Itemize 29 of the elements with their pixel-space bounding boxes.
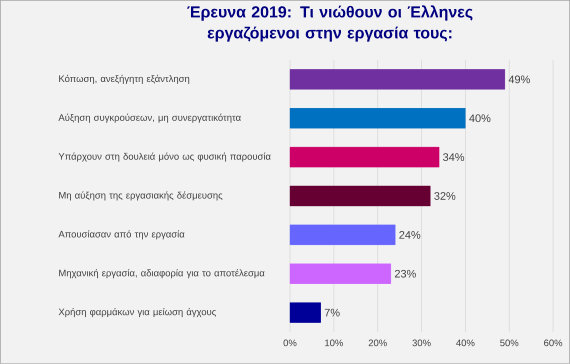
bar xyxy=(290,108,466,128)
data-label: 49% xyxy=(508,76,530,84)
y-tick-label: Υπάρχουν στη δουλειά μόνο ως φυσική παρουσία xyxy=(58,152,271,162)
x-tick-label: 60% xyxy=(544,340,562,346)
bar xyxy=(290,146,440,168)
y-tick-label: Αύξηση συγκρούσεων, μη συνεργατικότητα xyxy=(58,114,241,123)
x-tick-label: 20% xyxy=(368,340,387,346)
bar xyxy=(290,69,506,90)
bar xyxy=(290,302,321,323)
data-label: 34% xyxy=(443,153,464,162)
bar xyxy=(290,264,392,284)
y-tick-label: Κόπωση, ανεξήγητη εξάντληση xyxy=(59,74,190,84)
x-tick-label: 50% xyxy=(500,340,518,346)
data-label: 7% xyxy=(324,308,340,316)
x-tick-label: 30% xyxy=(412,340,431,346)
data-label: 32% xyxy=(434,192,456,200)
bar xyxy=(290,186,431,206)
y-tick-label: Μη αύξηση της εργασιακής δέσμευσης xyxy=(59,191,222,201)
y-tick-label: Απουσίασαν από την εργασία xyxy=(58,230,184,240)
x-tick-label: 0% xyxy=(284,340,297,346)
data-label: 23% xyxy=(394,270,416,278)
bar xyxy=(290,224,396,246)
data-label: 24% xyxy=(399,231,420,239)
y-tick-label: Μηχανική εργασία, αδιαφορία για το αποτέλεσμα xyxy=(59,269,265,278)
data-label: 40% xyxy=(469,114,490,122)
x-tick-label: 10% xyxy=(325,340,343,346)
x-tick-label: 40% xyxy=(456,340,475,346)
y-tick-label: Χρήση φαρμάκων για μείωση άγχους xyxy=(58,308,216,318)
chart-title: Έρευνα 2019: Τι νιώθουν οι Έλληνες εργαζόμενοι στην εργασία τους: xyxy=(187,5,472,42)
